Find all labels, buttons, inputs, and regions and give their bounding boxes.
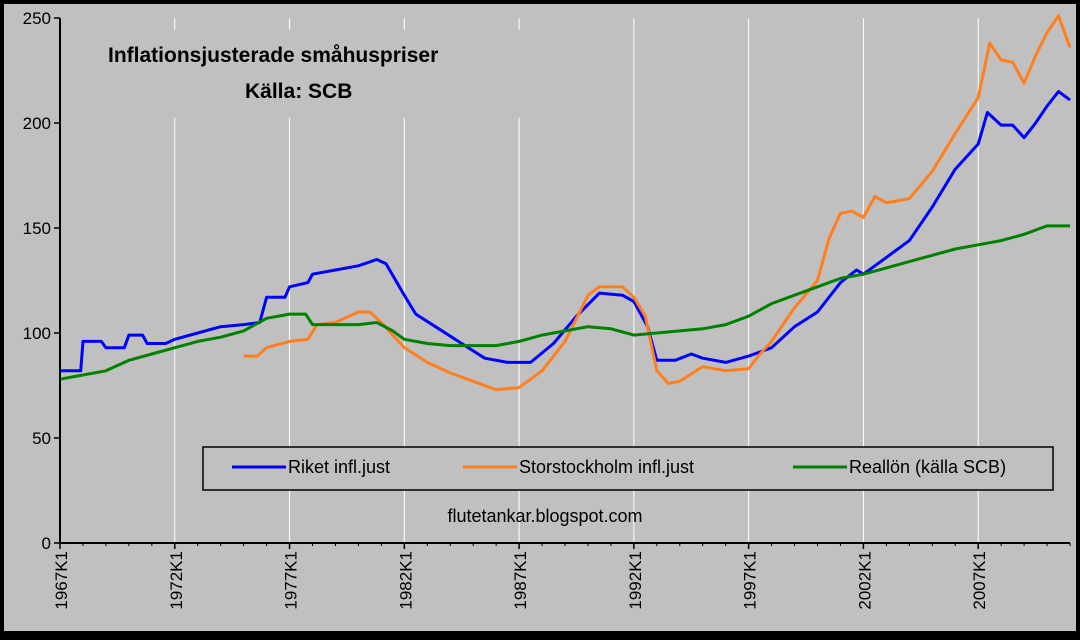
legend-label: Reallön (källa SCB) [849, 457, 1006, 477]
series-line-3 [59, 224, 1070, 381]
x-tick-label: 2002K1 [855, 551, 874, 610]
chart-annotation: flutetankar.blogspot.com [447, 506, 642, 526]
y-tick-label: 200 [23, 114, 51, 133]
y-tick-label: 250 [23, 9, 51, 28]
x-tick-label: 1982K1 [396, 551, 415, 610]
legend: Riket infl.just Storstockholm infl.just Re… [202, 446, 1054, 491]
title-box [95, 30, 555, 118]
legend-label: Riket infl.just [288, 457, 390, 477]
legend-box [202, 446, 1054, 491]
x-tick-label: 1992K1 [626, 551, 645, 610]
legend-label: Storstockholm infl.just [519, 457, 694, 477]
series-lines [59, 14, 1072, 392]
y-tick-label: 150 [23, 219, 51, 238]
legend-items: Riket infl.just Storstockholm infl.just Re… [232, 457, 1006, 477]
x-tick-label: 1997K1 [741, 551, 760, 610]
y-tick-label: 50 [32, 429, 51, 448]
x-tick-label: 1987K1 [511, 551, 530, 610]
chart-title: Inflationsjusterade småhuspriser [108, 44, 438, 67]
series-line-1 [60, 90, 1071, 373]
chart-subtitle: Källa: SCB [245, 80, 352, 103]
series-line-2 [243, 14, 1072, 392]
x-tick-label: 1972K1 [167, 551, 186, 610]
x-tick-label: 1967K1 [52, 551, 71, 610]
x-axis: 1967K1 1972K1 1977K1 1982K1 1987K1 1992K1 1997… [52, 543, 1071, 610]
y-tick-label: 0 [42, 534, 51, 553]
x-tick-label: 1977K1 [282, 551, 301, 610]
x-tick-label: 2007K1 [970, 551, 989, 610]
y-tick-label: 100 [23, 324, 51, 343]
y-axis: 0 50 100 150 200 250 [23, 9, 60, 553]
